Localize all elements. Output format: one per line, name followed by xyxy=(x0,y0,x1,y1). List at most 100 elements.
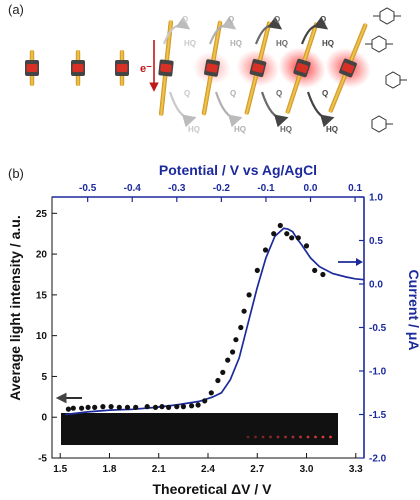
y2-tick-label: 1.0 xyxy=(369,193,383,204)
bipolar-wire xyxy=(71,50,85,86)
q-label: Q xyxy=(184,89,190,98)
emission-dots xyxy=(246,435,332,439)
intensity-point xyxy=(295,235,301,241)
hq-label: HQ xyxy=(230,39,242,48)
intensity-point xyxy=(159,404,165,410)
emission-dot xyxy=(269,435,272,439)
emission-dot xyxy=(314,435,317,439)
wire-core xyxy=(341,62,355,74)
intensity-point xyxy=(238,324,244,331)
emission-dot xyxy=(306,435,310,439)
wire-core xyxy=(160,63,172,73)
intensity-point xyxy=(320,271,326,278)
intensity-point xyxy=(65,406,71,412)
intensity-point xyxy=(241,308,247,314)
redox-arrow: Q HQ xyxy=(300,15,334,48)
y-tick-label: 20 xyxy=(36,250,48,261)
y2-tick-label: 0.0 xyxy=(369,280,383,291)
y-tick-label: 10 xyxy=(36,331,48,342)
intensity-point xyxy=(100,404,106,410)
x-tick-label: 1.5 xyxy=(53,464,67,475)
hq-label: HQ xyxy=(280,125,292,134)
hq-label: HQ xyxy=(184,39,196,48)
redox-arrow: Q HQ xyxy=(260,89,292,134)
emission-strip-inset xyxy=(61,413,338,445)
emission-dot xyxy=(246,435,250,439)
x2-tick-label: -0.5 xyxy=(79,183,97,194)
current-series-line xyxy=(65,227,365,416)
electron-label: e⁻ xyxy=(140,63,152,75)
wire-core xyxy=(295,62,309,74)
bipolar-wire xyxy=(192,20,232,116)
intensity-point xyxy=(254,267,260,273)
wire-core xyxy=(206,63,218,73)
x-tick-label: 3.0 xyxy=(300,464,314,475)
intensity-point xyxy=(271,231,277,237)
emission-dot xyxy=(321,435,325,439)
intensity-point xyxy=(202,398,208,404)
intensity-point xyxy=(215,377,221,384)
hq-label: HQ xyxy=(188,125,200,134)
bipolar-wire xyxy=(325,23,371,113)
intensity-point xyxy=(108,404,114,410)
x-tick-label: 2.4 xyxy=(201,464,215,475)
left-axis-title: Average light intensity / a.u. xyxy=(7,215,23,400)
redox-arrow: Q HQ xyxy=(208,15,242,48)
intensity-point xyxy=(195,402,201,408)
y2-tick-label: -2.0 xyxy=(369,454,387,465)
panel-a: (a) e⁻ Q HQ Q HQ Q HQ Q HQ Q HQ Q HQ Q HQ Q HQ xyxy=(8,2,407,134)
panel-b: (b) Potential / V vs Ag/AgCl Theoretical… xyxy=(7,162,420,497)
bipolar-wire xyxy=(158,20,174,116)
y-tick-label: 25 xyxy=(36,209,48,220)
q-label: Q xyxy=(228,15,234,24)
emission-dot xyxy=(276,435,280,439)
intensity-point xyxy=(189,403,195,409)
intensity-point xyxy=(289,235,295,241)
electron-arrow: e⁻ xyxy=(140,40,159,92)
redox-arrow: Q HQ xyxy=(162,15,196,48)
intensity-point xyxy=(144,404,150,410)
emission-strip xyxy=(61,413,338,445)
panel-a-label: (a) xyxy=(8,2,24,17)
bipolar-wire xyxy=(115,50,129,86)
q-label: Q xyxy=(274,15,280,24)
intensity-point xyxy=(225,357,231,363)
q-label: Q xyxy=(230,89,236,98)
intensity-series-points xyxy=(65,222,326,412)
top-axis-title: Potential / V vs Ag/AgCl xyxy=(159,162,317,178)
intensity-point xyxy=(116,404,122,410)
x2-tick-label: -0.4 xyxy=(124,183,142,194)
hq-label: HQ xyxy=(322,39,334,48)
hq-label: HQ xyxy=(276,39,288,48)
bipolar-wire xyxy=(278,22,326,114)
redox-arrow: Q HQ xyxy=(168,89,200,134)
emission-dot xyxy=(299,435,302,439)
y-tick-label: 0 xyxy=(41,413,47,424)
intensity-point xyxy=(230,349,236,355)
hq-label: HQ xyxy=(234,125,246,134)
wire-core xyxy=(72,64,84,72)
intensity-point xyxy=(208,390,214,396)
x2-tick-label: -0.1 xyxy=(257,183,275,194)
intensity-point xyxy=(303,243,310,249)
y-tick-label: 5 xyxy=(41,372,47,383)
intensity-point xyxy=(180,404,186,410)
emission-dot xyxy=(284,435,287,439)
emission-dot xyxy=(329,435,332,439)
redox-arrow: Q HQ xyxy=(306,89,338,134)
y2-tick-label: 0.5 xyxy=(369,236,383,247)
emission-dot xyxy=(261,435,265,439)
panel-b-label: (b) xyxy=(8,166,24,181)
intensity-point xyxy=(246,292,252,298)
redox-arrow: Q HQ xyxy=(214,89,246,134)
intensity-point xyxy=(277,222,283,229)
intensity-point xyxy=(85,404,91,410)
intensity-point xyxy=(262,247,269,253)
redox-arrows: Q HQ Q HQ Q HQ Q HQ Q HQ Q HQ Q HQ Q HQ xyxy=(162,15,338,134)
q-label: Q xyxy=(182,15,188,24)
bipolar-wire xyxy=(25,50,39,86)
emission-dot xyxy=(291,435,295,439)
intensity-point xyxy=(92,404,98,410)
hq-label: HQ xyxy=(326,125,338,134)
y2-tick-label: -1.5 xyxy=(369,410,387,421)
